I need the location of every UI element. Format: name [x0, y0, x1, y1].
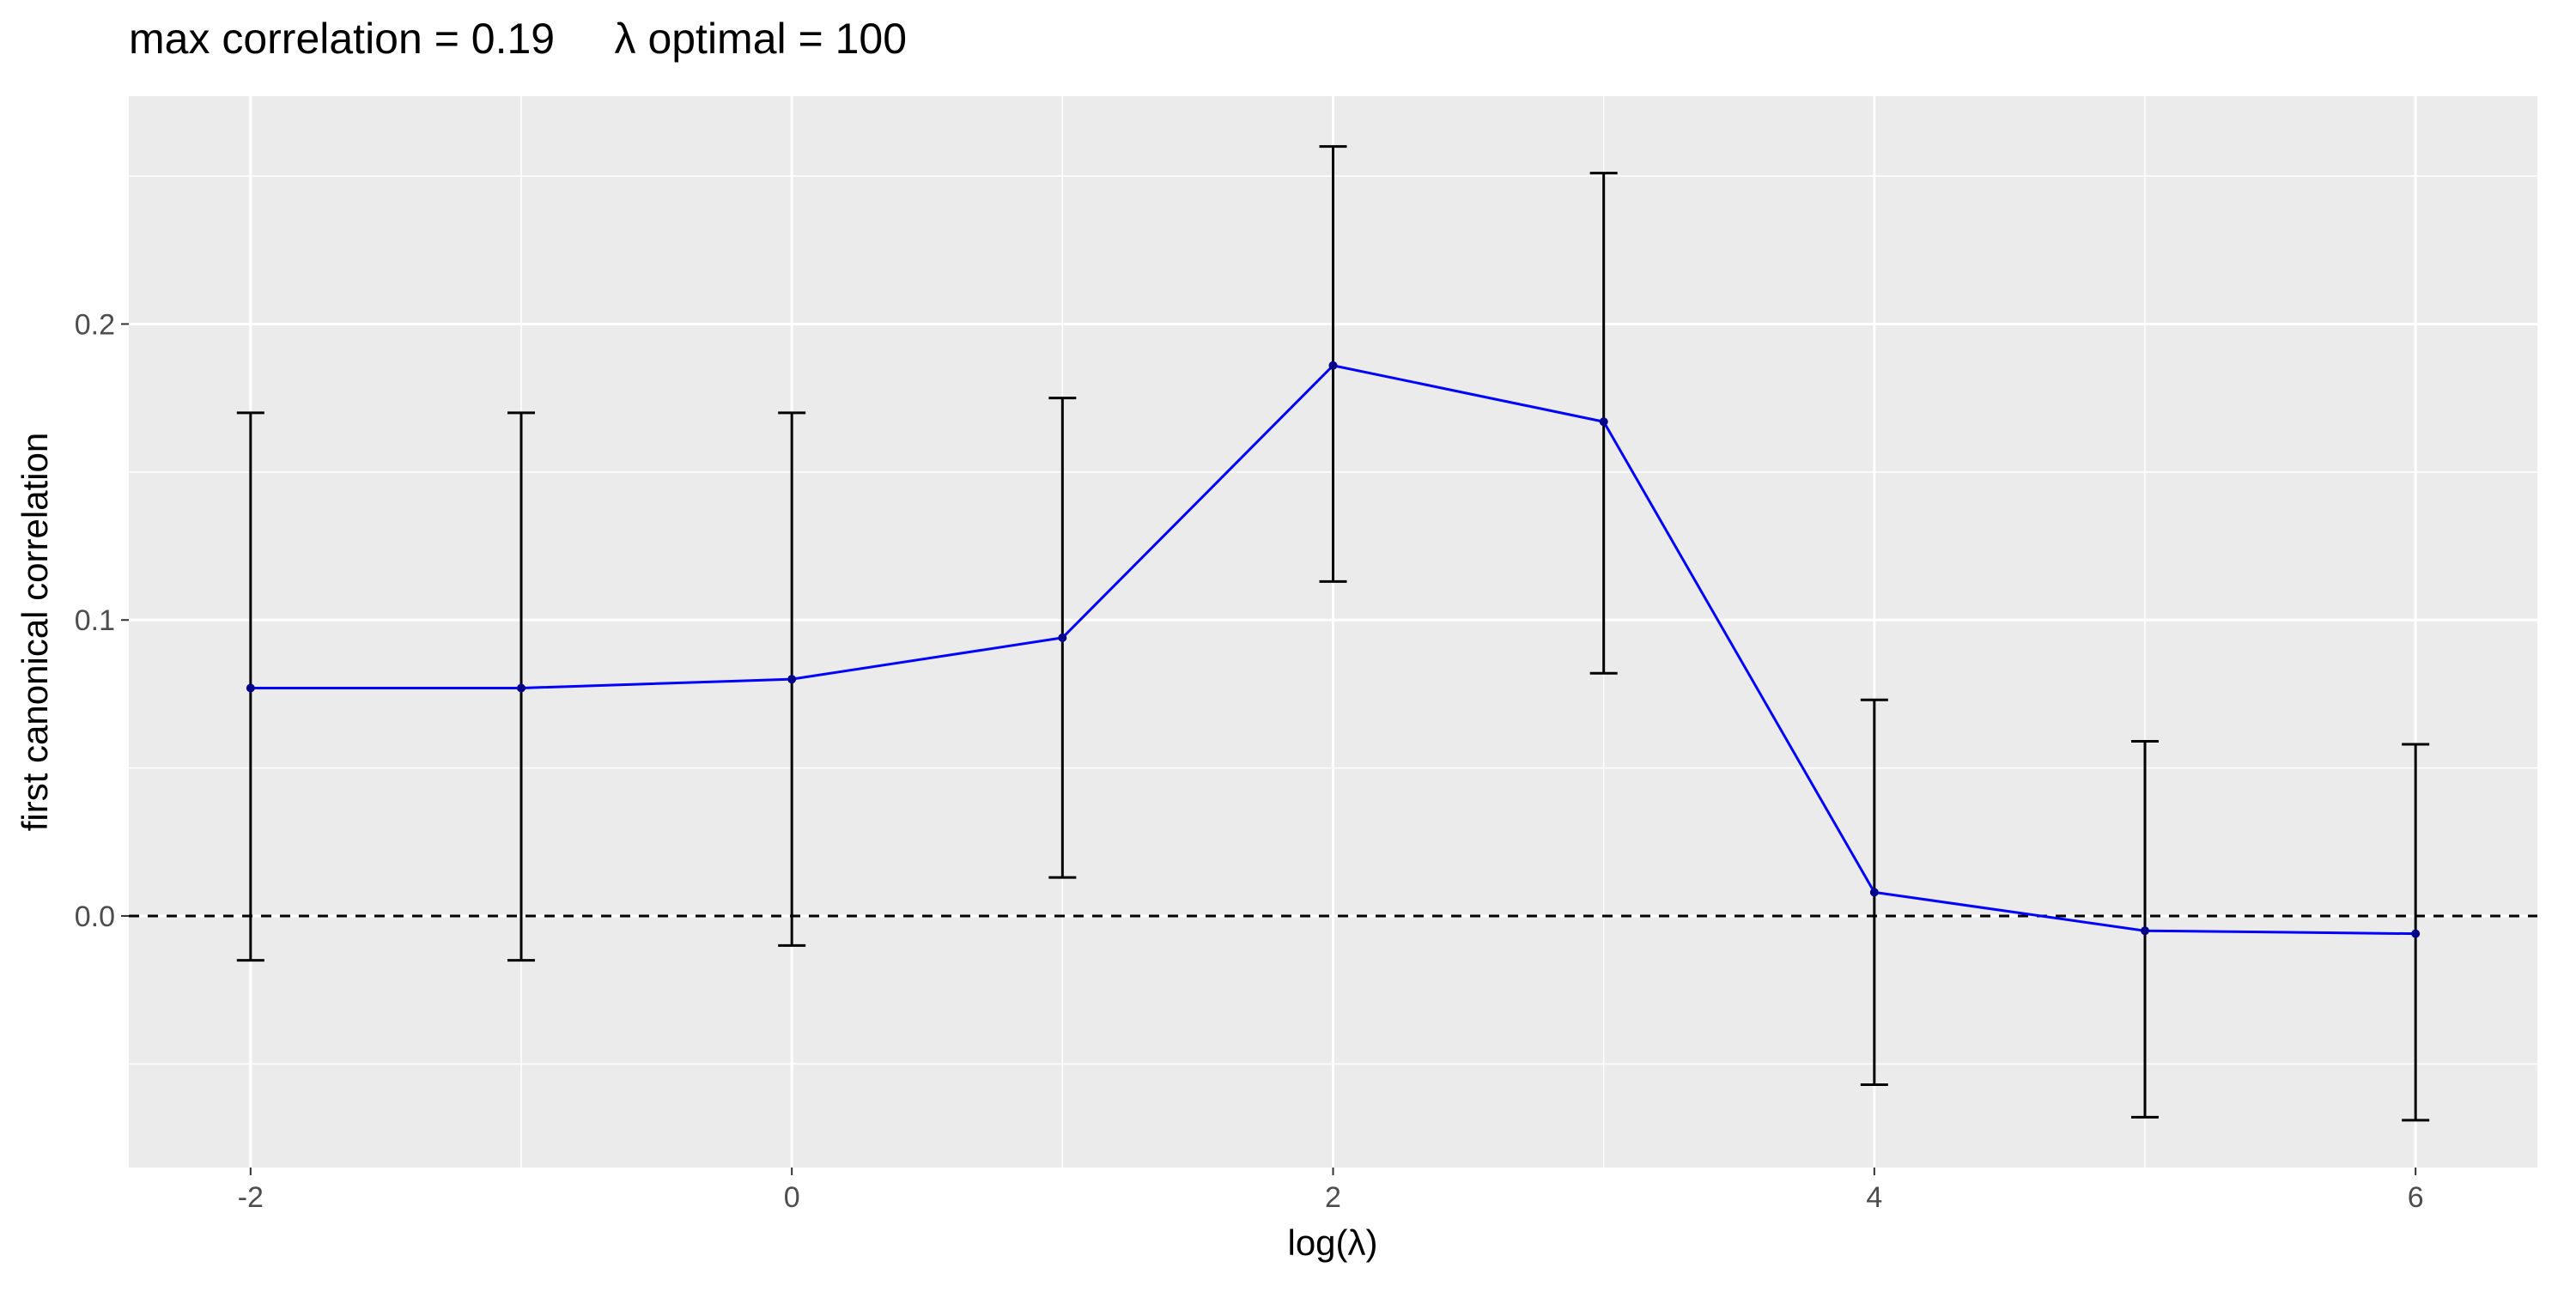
x-tick-label: 6 [2408, 1181, 2424, 1214]
data-point [1869, 888, 1879, 897]
y-tick-label: 0.2 [75, 308, 115, 341]
data-point [246, 683, 255, 693]
data-point [1058, 633, 1067, 642]
data-point [787, 675, 797, 684]
data-point [2141, 926, 2150, 936]
y-tick-label: 0.1 [75, 604, 115, 637]
y-tick-label: 0.0 [75, 901, 115, 933]
y-axis-title: first canonical correlation [15, 433, 55, 832]
x-tick-label: 0 [784, 1181, 800, 1214]
x-tick-label: -2 [238, 1181, 264, 1214]
x-tick-label: 2 [1325, 1181, 1341, 1214]
data-point [516, 683, 526, 693]
x-axis-title: log(λ) [1287, 1222, 1377, 1263]
data-point [1328, 361, 1338, 370]
axis-layer: -2 0 2 4 6 0.0 0.1 0.2 [75, 308, 2424, 1214]
data-point [2411, 929, 2421, 938]
x-tick-label: 4 [1866, 1181, 1882, 1214]
chart-title: max correlation = 0.19 λ optimal = 100 [129, 15, 907, 63]
data-point [1599, 417, 1608, 427]
point-layer [246, 361, 2421, 938]
